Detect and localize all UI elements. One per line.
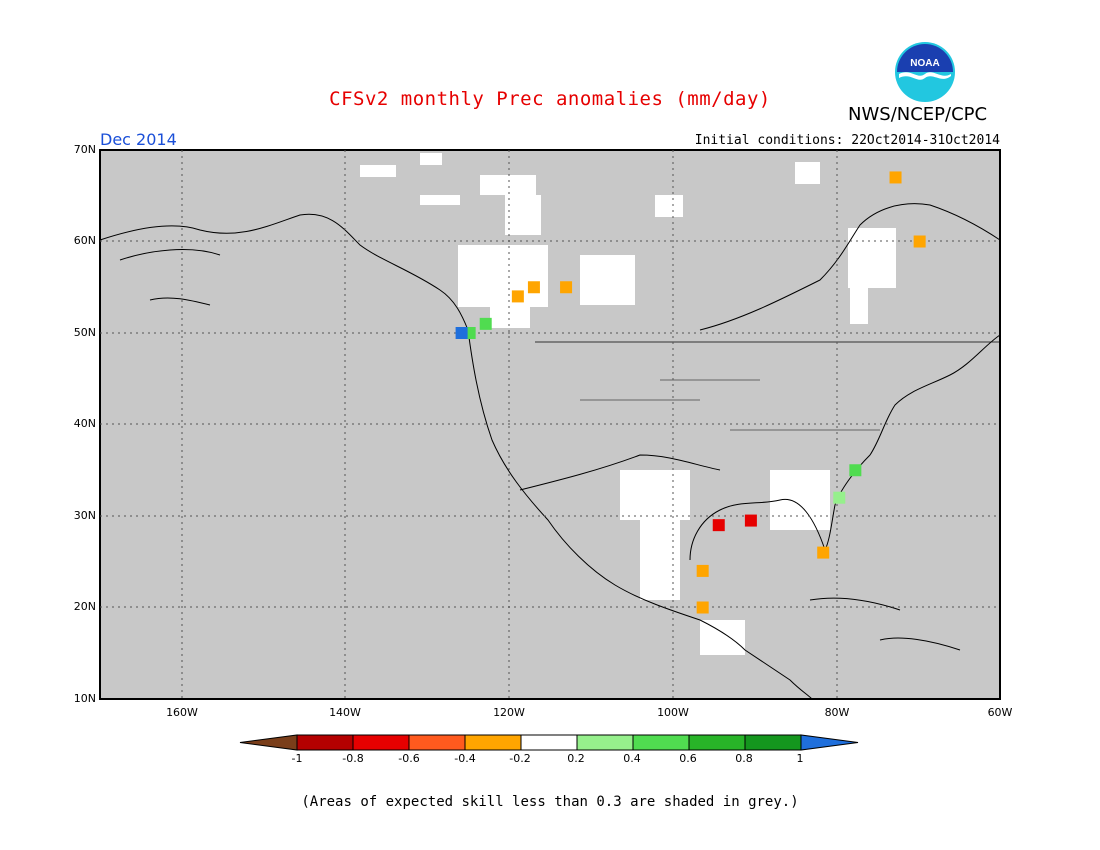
colorbar-label: -0.2: [509, 752, 531, 765]
lat-tick: 20N: [73, 600, 96, 613]
lat-tick: 50N: [73, 326, 96, 339]
anomaly-cell: [712, 519, 725, 532]
colorbar-swatch: [688, 734, 746, 751]
anomaly-cell: [511, 290, 524, 303]
colorbar-swatch: [520, 734, 578, 751]
anomaly-cell: [696, 601, 709, 614]
colorbar-label: 0.6: [679, 752, 697, 765]
anomaly-cell: [849, 464, 862, 477]
agency-label: NWS/NCEP/CPC: [848, 104, 988, 125]
colorbar-swatch: [576, 734, 634, 751]
forecast-month: Dec 2014: [100, 130, 177, 149]
colorbar-label: -0.8: [342, 752, 364, 765]
colorbar-max-arrow: [800, 734, 859, 751]
lon-tick: 60W: [987, 706, 1013, 719]
colorbar-label: 1: [796, 752, 804, 765]
lon-tick: 160W: [166, 706, 198, 719]
colorbar-swatch: [632, 734, 690, 751]
colorbar-label: -0.4: [454, 752, 476, 765]
anomaly-cell: [696, 564, 709, 577]
colorbar-swatch: [296, 734, 354, 751]
colorbar-label: -0.6: [398, 752, 420, 765]
anomaly-cells: [455, 171, 926, 614]
colorbar-label: 0.8: [735, 752, 753, 765]
gridlines: [100, 150, 1000, 699]
anomaly-cell: [913, 235, 926, 248]
anomaly-cell: [817, 546, 830, 559]
initial-conditions: Initial conditions: 22Oct2014-31Oct2014: [694, 133, 1000, 148]
lat-tick: 30N: [73, 509, 96, 522]
noaa-logo: NOAA: [895, 42, 955, 102]
colorbar-min-arrow: [239, 734, 298, 751]
anomaly-cell: [744, 514, 757, 527]
lat-tick: 40N: [73, 417, 96, 430]
anomaly-cell: [527, 281, 540, 294]
footnote: (Areas of expected skill less than 0.3 a…: [301, 794, 799, 810]
colorbar: [239, 734, 859, 751]
colorbar-swatch: [744, 734, 802, 751]
colorbar-label: 0.2: [567, 752, 585, 765]
lon-tick: 100W: [657, 706, 689, 719]
lon-tick: 120W: [493, 706, 525, 719]
colorbar-swatch: [464, 734, 522, 751]
colorbar-swatch: [408, 734, 466, 751]
chart-title: CFSv2 monthly Prec anomalies (mm/day): [329, 88, 771, 110]
lon-tick: 140W: [329, 706, 361, 719]
colorbar-swatch: [352, 734, 410, 751]
neutral-regions: [360, 153, 896, 655]
anomaly-cell: [455, 327, 468, 339]
anomaly-cell: [889, 171, 902, 184]
colorbar-label: 0.4: [623, 752, 641, 765]
logo-text: NOAA: [910, 58, 939, 69]
lat-tick: 10N: [73, 692, 96, 705]
lat-tick: 60N: [73, 234, 96, 247]
colorbar-label: -1: [291, 752, 303, 765]
anomaly-cell: [833, 491, 846, 504]
coastlines: [99, 203, 1001, 700]
lon-tick: 80W: [824, 706, 850, 719]
lat-tick: 70N: [73, 143, 96, 156]
anomaly-cell: [560, 281, 573, 294]
anomaly-cell: [479, 317, 492, 330]
